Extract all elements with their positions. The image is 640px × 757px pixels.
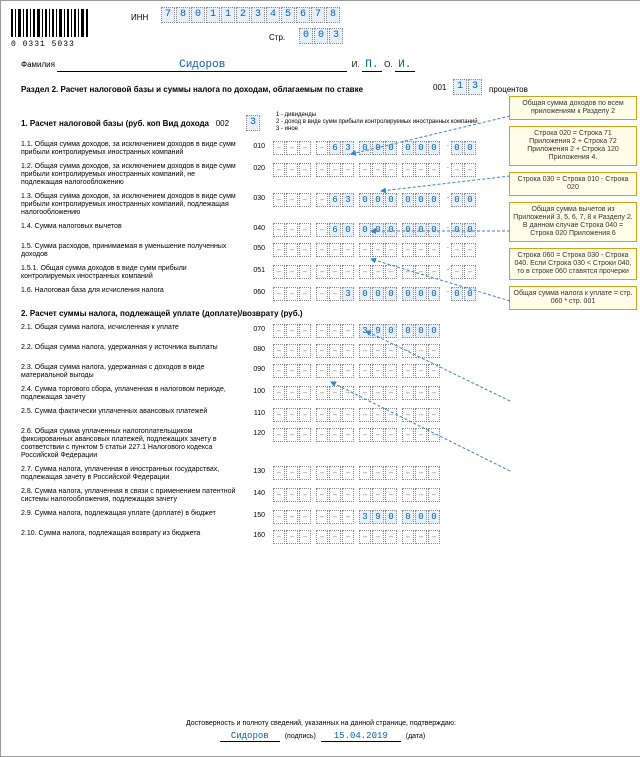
initial-o: И. — [395, 59, 415, 72]
inn-label: ИНН — [131, 13, 148, 22]
block2-title: 2. Расчет суммы налога, подлежащей уплат… — [21, 309, 481, 318]
row-150: 2.9. Сумма налога, подлежащая уплате (до… — [21, 510, 481, 524]
block1-title: 1. Расчет налоговой базы (руб. коп Вид д… — [21, 119, 229, 128]
row-030: 1.3. Общая сумма доходов, за исключением… — [21, 193, 481, 217]
section-2-title: Раздел 2. Расчет налоговой базы и суммы … — [21, 85, 363, 94]
kind-code: 002 — [216, 119, 229, 128]
annotation-callouts: Общая сумма доходов по всем приложениям … — [509, 96, 637, 316]
row-140: 2.8. Сумма налога, уплаченная в связи с … — [21, 488, 481, 504]
row-120: 2.6. Общая сумма уплаченных налогоплател… — [21, 428, 481, 460]
kind-value: 3 — [246, 115, 261, 131]
row-051: 1.5.1. Общая сумма доходов в виде сумм п… — [21, 265, 481, 281]
row-020: 1.2. Общая сумма доходов, за исключением… — [21, 163, 481, 187]
footer: Достоверность и полноту сведений, указан… — [1, 720, 640, 742]
callout-2: Строка 020 = Строка 71 Приложения 2 + Ст… — [509, 126, 637, 166]
row-050: 1.5. Сумма расходов, принимаемая в умень… — [21, 243, 481, 259]
row-100: 2.4. Сумма торгового сбора, уплаченная в… — [21, 386, 481, 402]
barcode-number: 0 0331 5033 — [11, 40, 91, 49]
row-010: 1.1. Общая сумма доходов, за исключением… — [21, 141, 481, 157]
barcode: 0 0331 5033 — [11, 9, 91, 49]
surname-label: Фамилия — [21, 60, 55, 69]
row-160: 2.10. Сумма налога, подлежащая возврату … — [21, 530, 481, 544]
row-040: 1.4. Сумма налоговых вычетов04060000000.… — [21, 223, 481, 237]
row-070: 2.1. Общая сумма налога, исчисленная к у… — [21, 324, 481, 338]
row-090: 2.3. Общая сумма налога, удержанная с до… — [21, 364, 481, 380]
o-label: О. — [384, 60, 392, 69]
initial-i: П. — [362, 59, 382, 72]
callout-3: Строка 030 = Строка 010 - Строка 020 — [509, 172, 637, 196]
row-110: 2.5. Сумма фактически уплаченных авансов… — [21, 408, 481, 422]
callout-5: Строка 060 = Строка 030 - Строка 040. Ес… — [509, 248, 637, 280]
surname-value: Сидоров — [57, 59, 347, 72]
callout-4: Общая сумма вычетов из Приложений 3, 5, … — [509, 202, 637, 242]
callout-1: Общая сумма доходов по всем приложениям … — [509, 96, 637, 120]
page-num-value: 003 — [299, 28, 344, 44]
row-060: 1.6. Налоговая база для исчисления налог… — [21, 287, 481, 301]
row-130: 2.7. Сумма налога, уплаченная в иностран… — [21, 466, 481, 482]
tax-form-page: 0 0331 5033 ИНН 780112345678 Стр. 003 Фа… — [0, 0, 640, 757]
signature-value: Сидоров — [220, 731, 280, 742]
date-label: (дата) — [406, 733, 426, 740]
i-label: И. — [352, 60, 360, 69]
callout-6: Общая сумма налога к уплате = стр. 060 *… — [509, 286, 637, 310]
percent-label: процентов — [489, 85, 528, 94]
row-080: 2.2. Общая сумма налога, удержанная у ис… — [21, 344, 481, 358]
signature-label: (подпись) — [285, 733, 316, 740]
inn-value: 780112345678 — [161, 7, 341, 23]
form-rows: 1.1. Общая сумма доходов, за исключением… — [21, 141, 481, 550]
kind-legend: 1 - дивиденды2 - доход в виде сумм прибы… — [276, 112, 478, 133]
date-value: 15.04.2019 — [321, 731, 401, 742]
page-num-label: Стр. — [269, 33, 285, 42]
surname-row: Фамилия Сидоров И. П. О. И. — [21, 59, 621, 72]
rate-code: 001 — [433, 83, 446, 92]
confirm-text: Достоверность и полноту сведений, указан… — [1, 720, 640, 727]
rate-value: 13 — [453, 79, 483, 95]
